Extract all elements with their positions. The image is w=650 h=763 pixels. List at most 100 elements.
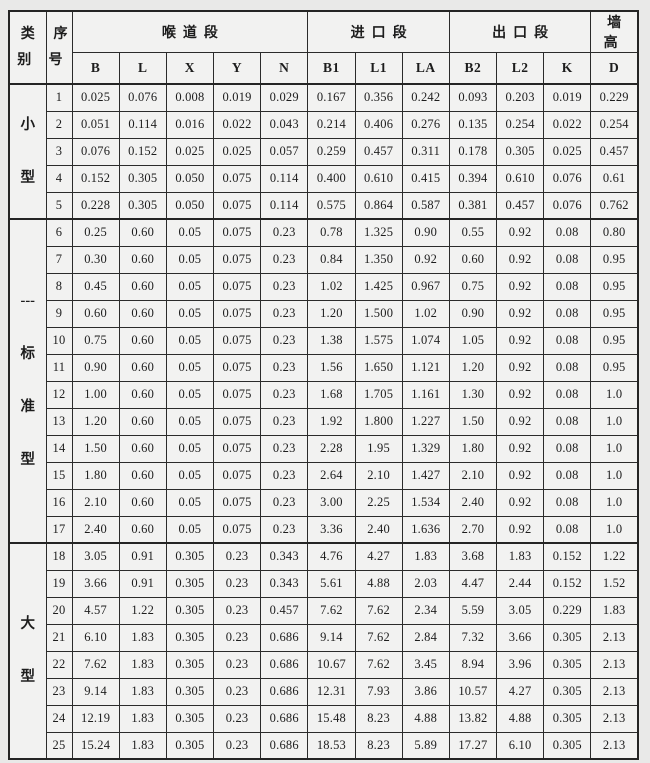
table-row: 21 6.10 1.83 0.305 0.23 0.686 9.14 7.62 2.84 7.32… xyxy=(9,623,639,652)
cell-B: 0.45 xyxy=(71,272,120,301)
cell-K: 0.152 xyxy=(543,542,592,571)
cell-L1: 7.62 xyxy=(354,623,403,652)
cell-B2: 0.394 xyxy=(448,164,498,193)
serial-cell: 22 xyxy=(45,650,73,679)
cell-B1: 18.53 xyxy=(307,731,356,760)
cell-X: 0.305 xyxy=(165,569,214,598)
cell-B1: 1.02 xyxy=(307,272,356,301)
cell-D: 0.229 xyxy=(590,83,639,112)
col-B2: B2 xyxy=(448,52,498,85)
cell-D: 0.80 xyxy=(590,218,639,247)
cell-K: 0.08 xyxy=(543,407,592,436)
cell-B2: 0.60 xyxy=(448,245,498,274)
cell-N: 0.23 xyxy=(260,272,309,301)
category-char: 标 xyxy=(20,346,36,362)
cell-L: 0.60 xyxy=(118,461,167,490)
category-cell: 大型 xyxy=(8,542,47,760)
serial-cell: 15 xyxy=(45,461,73,490)
cell-K: 0.08 xyxy=(543,326,592,355)
cell-L: 0.60 xyxy=(118,218,167,247)
cell-LA: 1.636 xyxy=(401,515,450,544)
cell-L1: 4.27 xyxy=(354,542,403,571)
cell-B1: 0.259 xyxy=(307,137,356,166)
cell-LA: 1.83 xyxy=(401,542,450,571)
table-row: 4 0.152 0.305 0.050 0.075 0.114 0.400 0.610 0.41… xyxy=(9,164,639,193)
cell-Y: 0.23 xyxy=(212,623,262,652)
cell-B2: 0.178 xyxy=(448,137,498,166)
cell-D: 0.95 xyxy=(590,299,639,328)
cell-K: 0.08 xyxy=(543,245,592,274)
cell-LA: 0.90 xyxy=(401,218,450,247)
cell-B1: 10.67 xyxy=(307,650,356,679)
cell-X: 0.008 xyxy=(165,83,214,112)
cell-D: 0.95 xyxy=(590,353,639,382)
cell-Y: 0.075 xyxy=(212,299,262,328)
cell-N: 0.23 xyxy=(260,299,309,328)
cell-X: 0.305 xyxy=(165,596,214,625)
cell-B2: 1.20 xyxy=(448,353,498,382)
col-B1: B1 xyxy=(307,52,356,85)
cell-Y: 0.075 xyxy=(212,488,262,517)
category-cell: 小型 xyxy=(8,83,47,220)
cell-L1: 1.575 xyxy=(354,326,403,355)
cell-L1: 1.95 xyxy=(354,434,403,463)
table-row: 19 3.66 0.91 0.305 0.23 0.343 5.61 4.88 2.03 4.47… xyxy=(9,569,639,598)
table-row: 20 4.57 1.22 0.305 0.23 0.457 7.62 7.62 2.34 5.59… xyxy=(9,596,639,625)
cell-B2: 0.55 xyxy=(448,218,498,247)
cell-L2: 0.92 xyxy=(495,326,545,355)
cell-B1: 15.48 xyxy=(307,704,356,733)
cell-LA: 3.45 xyxy=(401,650,450,679)
cell-D: 1.0 xyxy=(590,488,639,517)
cell-B1: 3.00 xyxy=(307,488,356,517)
cell-X: 0.050 xyxy=(165,191,214,220)
cell-B: 1.80 xyxy=(71,461,120,490)
cell-N: 0.457 xyxy=(260,596,309,625)
cell-L: 0.60 xyxy=(118,353,167,382)
cell-D: 2.13 xyxy=(590,650,639,679)
cell-Y: 0.23 xyxy=(212,704,262,733)
cell-L1: 0.406 xyxy=(354,110,403,139)
header-inlet-section: 进口段 xyxy=(307,10,450,53)
cell-L2: 0.203 xyxy=(495,83,545,112)
cell-B: 2.10 xyxy=(71,488,120,517)
cell-LA: 0.967 xyxy=(401,272,450,301)
cell-B1: 1.20 xyxy=(307,299,356,328)
cell-L: 0.60 xyxy=(118,488,167,517)
cell-B2: 8.94 xyxy=(448,650,498,679)
cell-Y: 0.075 xyxy=(212,245,262,274)
cell-K: 0.076 xyxy=(543,164,592,193)
cell-LA: 0.587 xyxy=(401,191,450,220)
cell-LA: 1.427 xyxy=(401,461,450,490)
serial-cell: 5 xyxy=(45,191,73,220)
cell-B2: 1.05 xyxy=(448,326,498,355)
cell-K: 0.08 xyxy=(543,380,592,409)
cell-Y: 0.075 xyxy=(212,164,262,193)
cell-L1: 1.350 xyxy=(354,245,403,274)
cell-B2: 13.82 xyxy=(448,704,498,733)
cell-X: 0.305 xyxy=(165,542,214,571)
table-row: --- 标准型 6 0.25 0.60 0.05 0.075 0.23 0.78 1.325 0.9… xyxy=(8,218,639,544)
cell-N: 0.23 xyxy=(260,353,309,382)
cell-L1: 2.10 xyxy=(354,461,403,490)
serial-cell: 2 xyxy=(45,110,73,139)
cell-N: 0.114 xyxy=(260,164,309,193)
cell-Y: 0.019 xyxy=(212,83,262,112)
cell-X: 0.305 xyxy=(165,704,214,733)
cell-B: 0.75 xyxy=(71,326,120,355)
cell-X: 0.05 xyxy=(165,461,214,490)
cell-B2: 0.093 xyxy=(448,83,498,112)
table-row: 10 0.75 0.60 0.05 0.075 0.23 1.38 1.575 1.074 1.0… xyxy=(9,326,639,355)
serial-cell: 20 xyxy=(45,596,73,625)
table-row: 15 1.80 0.60 0.05 0.075 0.23 2.64 2.10 1.427 2.10… xyxy=(9,461,639,490)
cell-B2: 2.70 xyxy=(448,515,498,544)
cell-Y: 0.075 xyxy=(212,515,262,544)
cell-L1: 0.864 xyxy=(354,191,403,220)
cell-L: 0.114 xyxy=(118,110,167,139)
cell-K: 0.022 xyxy=(543,110,592,139)
cell-B2: 1.80 xyxy=(448,434,498,463)
cell-L: 1.83 xyxy=(118,677,167,706)
cell-B: 1.50 xyxy=(71,434,120,463)
cell-L: 1.83 xyxy=(118,650,167,679)
cell-B: 3.05 xyxy=(71,542,120,571)
